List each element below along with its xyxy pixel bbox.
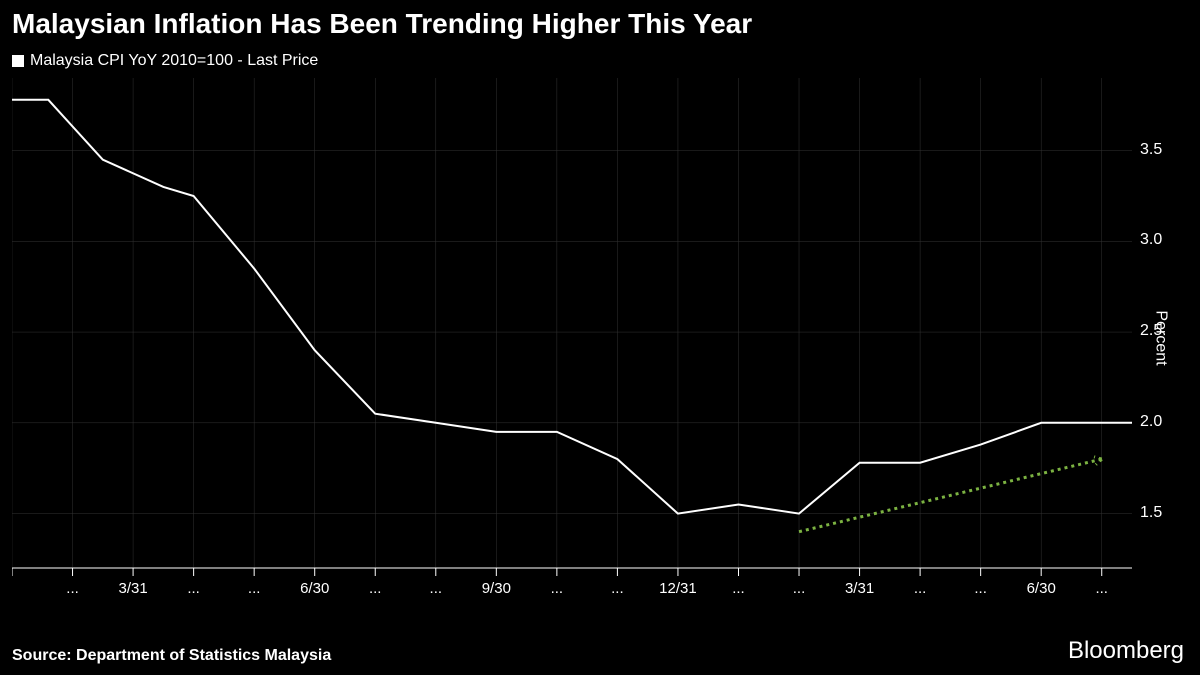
y-axis-label: Percent — [1151, 310, 1169, 365]
x-tick-label: ... — [974, 580, 987, 597]
x-tick-label: ... — [66, 580, 79, 597]
y-tick-label: 2.0 — [1140, 413, 1162, 431]
x-tick-label: ... — [187, 580, 200, 597]
x-tick-label: ... — [248, 580, 261, 597]
legend-label: Malaysia CPI YoY 2010=100 - Last Price — [30, 52, 318, 70]
legend-marker — [12, 55, 24, 67]
chart-legend: Malaysia CPI YoY 2010=100 - Last Price — [12, 52, 318, 70]
x-tick-label: ... — [430, 580, 443, 597]
y-tick-label: 3.5 — [1140, 141, 1162, 159]
x-tick-label: 6/30 — [300, 580, 329, 597]
x-tick-label: ... — [914, 580, 927, 597]
y-tick-label: 3.0 — [1140, 231, 1162, 249]
x-tick-label: 9/30 — [482, 580, 511, 597]
x-tick-label: ... — [551, 580, 564, 597]
brand-logo: Bloomberg — [1068, 637, 1184, 665]
x-tick-label: ... — [732, 580, 745, 597]
x-tick-label: 3/31 — [845, 580, 874, 597]
x-tick-label: 3/31 — [118, 580, 147, 597]
chart-svg — [12, 78, 1132, 608]
chart-title: Malaysian Inflation Has Been Trending Hi… — [12, 8, 752, 40]
x-tick-label: ... — [611, 580, 624, 597]
chart-area: 1.52.02.53.03.5...3/31......6/30......9/… — [12, 78, 1132, 608]
x-tick-label: ... — [369, 580, 382, 597]
x-tick-label: 12/31 — [659, 580, 697, 597]
x-tick-label: ... — [1095, 580, 1108, 597]
source-attribution: Source: Department of Statistics Malaysi… — [12, 647, 331, 665]
y-tick-label: 1.5 — [1140, 504, 1162, 522]
x-tick-label: 6/30 — [1027, 580, 1056, 597]
x-tick-label: ... — [793, 580, 806, 597]
